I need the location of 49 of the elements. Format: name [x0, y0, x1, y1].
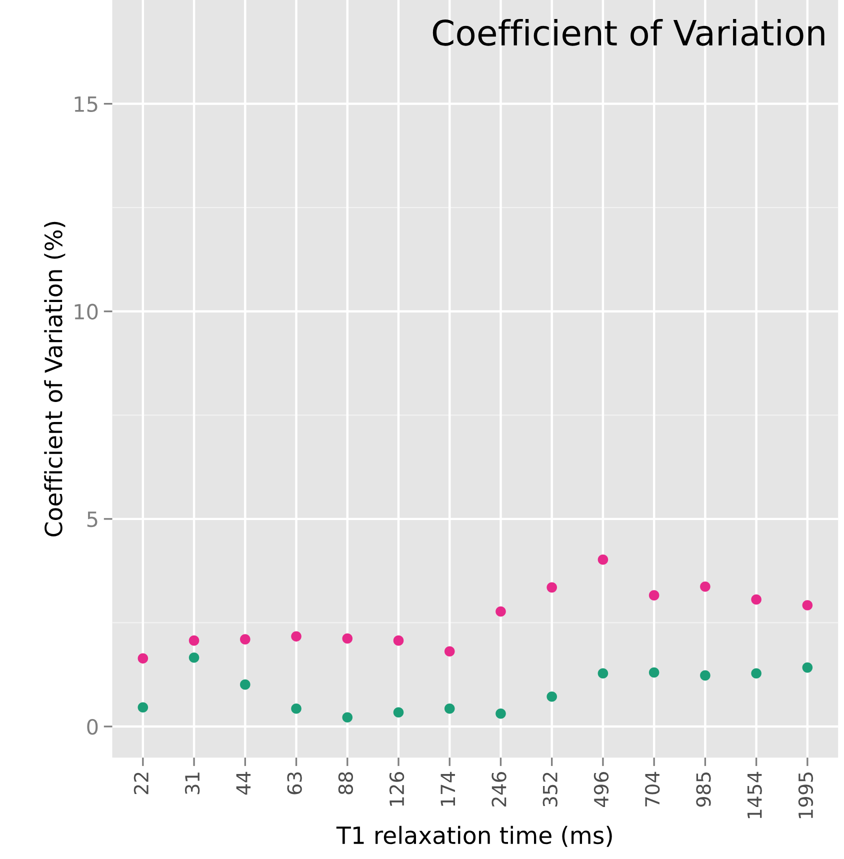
point	[444, 704, 455, 714]
point	[802, 600, 813, 610]
point	[444, 646, 455, 657]
point	[700, 581, 710, 592]
x-tick-label: 31	[184, 772, 200, 794]
point	[240, 634, 250, 644]
x-tick-label: 985	[696, 772, 711, 807]
point	[496, 606, 506, 617]
point	[188, 635, 200, 646]
point	[700, 670, 710, 681]
x-tick-label: 352	[542, 772, 558, 806]
x-tick-label: 174	[440, 772, 455, 806]
x-tick-label: 496	[594, 772, 609, 807]
x-tick-label: 1995	[798, 772, 814, 818]
point	[598, 554, 608, 565]
point	[188, 652, 200, 663]
point	[291, 631, 302, 642]
point	[546, 691, 557, 702]
y-axis-title: Coefficient of Variation (%)	[44, 222, 66, 536]
point	[751, 668, 762, 679]
y-tick-label: 15	[74, 96, 98, 112]
point	[240, 679, 250, 690]
y-tick-label: 0	[87, 718, 98, 735]
x-tick-label: 126	[389, 772, 404, 806]
x-tick-label: 704	[645, 772, 660, 806]
point	[342, 712, 353, 723]
point	[648, 590, 660, 600]
x-tick-label: 246	[492, 772, 506, 807]
point	[598, 668, 608, 679]
x-axis-title: T1 relaxation time (ms)	[336, 826, 612, 847]
x-tick-label: 22	[134, 772, 148, 794]
x-tick-label: 63	[287, 772, 302, 794]
point	[546, 582, 557, 593]
y-tick-label: 5	[87, 512, 98, 528]
chart-title: Coefficient of Variation	[432, 18, 824, 46]
x-tick-label: 44	[236, 772, 251, 795]
y-tick-label: 10	[74, 304, 98, 320]
point	[138, 702, 148, 713]
point	[496, 708, 506, 719]
point	[751, 594, 762, 605]
point	[393, 635, 404, 646]
point	[138, 653, 148, 664]
point	[342, 633, 353, 644]
x-tick-label: 88	[338, 772, 354, 794]
point	[393, 707, 404, 718]
point	[648, 667, 660, 678]
x-tick-label: 1454	[747, 772, 762, 818]
point	[291, 704, 302, 714]
point	[802, 662, 813, 673]
